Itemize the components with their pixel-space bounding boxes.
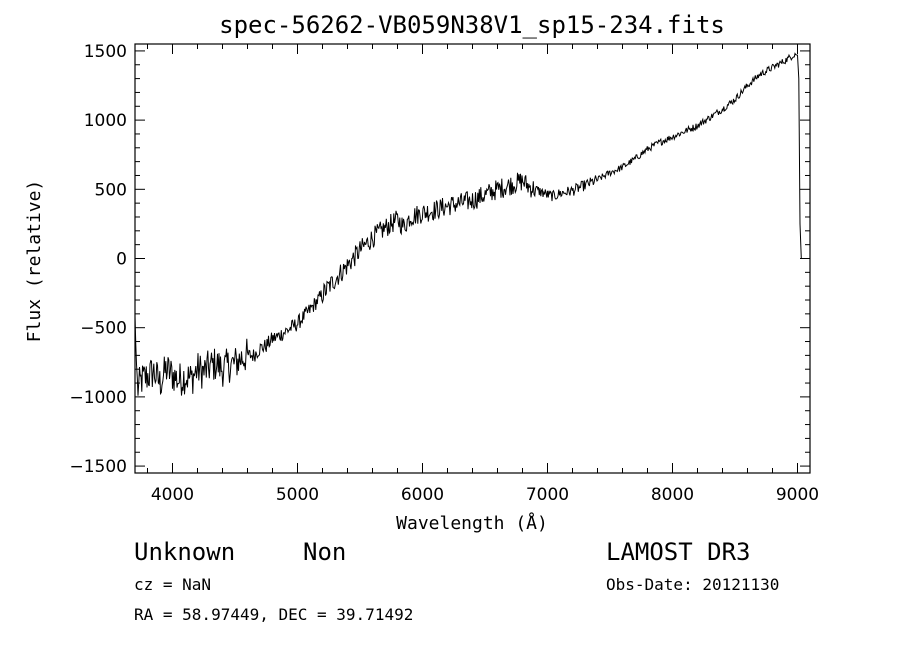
plot-frame (134, 43, 811, 474)
survey-name: LAMOST DR3 (606, 538, 751, 566)
y-tick-label: −1500 (69, 457, 127, 477)
x-axis-label: Wavelength (Å) (396, 512, 548, 534)
chart-title: spec-56262-VB059N38V1_sp15-234.fits (219, 11, 725, 39)
spectrum-line (134, 52, 802, 396)
y-tick-label: 0 (116, 250, 127, 270)
x-tick-label: 5000 (276, 485, 319, 505)
object-class: Unknown (134, 538, 235, 566)
redshift-text: cz = NaN (134, 575, 211, 594)
coordinates: RA = 58.97449, DEC = 39.71492 (134, 605, 413, 624)
plot-area: 4000 5000 6000 7000 8000 9000 −1500 −1000 −500 0… (69, 42, 819, 505)
object-subclass: Non (303, 538, 346, 566)
y-axis: −1500 −1000 −500 0 500 1000 1500 (69, 42, 810, 477)
y-axis-label: Flux (relative) (24, 180, 45, 343)
x-tick-label: 6000 (401, 485, 444, 505)
x-tick-label: 8000 (651, 485, 694, 505)
x-tick-label: 7000 (526, 485, 569, 505)
y-tick-label: −1000 (69, 388, 127, 408)
y-tick-label: 1000 (84, 111, 127, 131)
y-tick-label: 1500 (84, 42, 127, 62)
x-tick-label: 4000 (151, 485, 194, 505)
x-tick-label: 9000 (776, 485, 819, 505)
y-tick-label: −500 (80, 319, 127, 339)
x-axis: 4000 5000 6000 7000 8000 9000 (147, 44, 819, 505)
obs-date: Obs-Date: 20121130 (606, 575, 779, 594)
y-tick-label: 500 (95, 180, 127, 200)
